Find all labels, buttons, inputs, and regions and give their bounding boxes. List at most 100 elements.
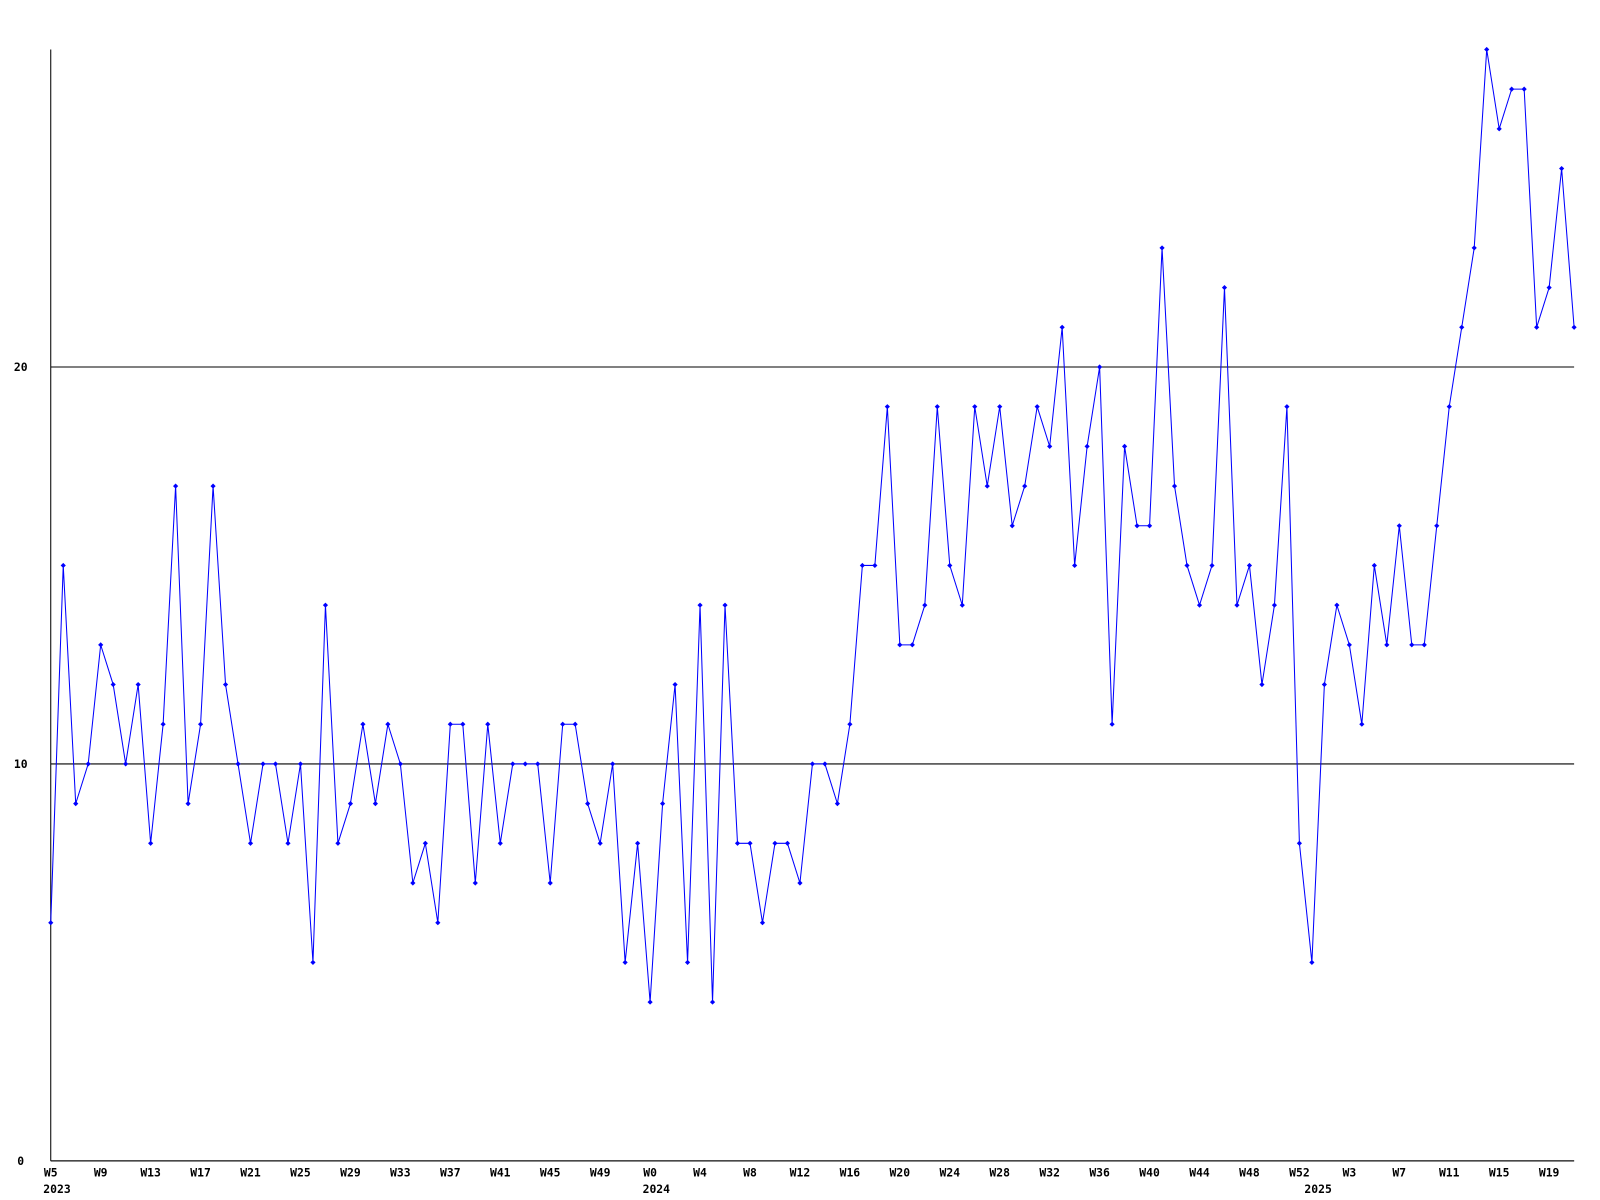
data-point: [247, 840, 254, 846]
data-point: [322, 602, 329, 608]
data-point: [160, 721, 166, 727]
x-year-label: 2024: [643, 1182, 671, 1196]
data-point: [784, 840, 791, 846]
data-point: [972, 404, 978, 410]
data-point: [210, 483, 216, 489]
data-point: [1571, 324, 1577, 330]
data-point: [422, 840, 428, 846]
x-tick-label: W29: [340, 1165, 361, 1179]
data-point: [1171, 483, 1178, 489]
x-tick-label: W52: [1289, 1165, 1310, 1179]
data-point: [1346, 642, 1352, 648]
data-point: [1109, 721, 1115, 727]
data-point: [1296, 840, 1302, 846]
data-point: [1234, 602, 1240, 608]
data-point: [560, 721, 566, 727]
x-tick-label: W3: [1342, 1165, 1356, 1179]
data-point: [48, 920, 54, 926]
x-tick-label: W12: [790, 1165, 811, 1179]
data-point: [235, 761, 241, 767]
data-point: [1371, 562, 1377, 569]
data-point: [85, 761, 91, 767]
data-point: [522, 761, 528, 767]
data-point: [372, 801, 378, 807]
data-point: [1072, 562, 1078, 569]
data-point: [297, 761, 304, 767]
data-point: [897, 642, 903, 648]
data-point: [1359, 721, 1365, 727]
x-tick-label: W44: [1189, 1165, 1210, 1179]
data-point: [997, 404, 1003, 410]
data-point: [672, 681, 678, 688]
data-point: [535, 761, 541, 767]
data-point: [1159, 245, 1165, 251]
data-point: [1097, 364, 1103, 370]
data-point: [197, 721, 204, 727]
data-point: [1196, 602, 1203, 608]
data-point: [622, 959, 628, 965]
data-point: [497, 840, 503, 846]
data-point: [872, 562, 878, 569]
x-tick-label: W9: [94, 1165, 108, 1179]
x-tick-label: W15: [1489, 1165, 1510, 1179]
data-point: [1459, 324, 1465, 330]
data-point: [1122, 443, 1128, 449]
data-point: [984, 483, 990, 489]
data-point: [1384, 642, 1390, 648]
data-point: [772, 840, 778, 846]
x-tick-label: W25: [290, 1165, 311, 1179]
data-point: [73, 801, 79, 807]
data-point: [110, 681, 116, 688]
x-tick-label: W17: [190, 1165, 211, 1179]
data-point: [222, 681, 229, 688]
x-tick-label: W48: [1239, 1165, 1260, 1179]
data-point: [822, 761, 828, 767]
data-point: [1034, 404, 1040, 410]
data-point: [285, 840, 291, 846]
data-point: [759, 920, 766, 926]
data-point: [397, 761, 403, 767]
data-point: [909, 642, 915, 648]
data-point: [1409, 642, 1415, 648]
data-point: [597, 840, 603, 846]
data-point: [98, 642, 104, 648]
x-tick-label: W4: [693, 1165, 707, 1179]
data-point: [260, 761, 266, 767]
data-point: [1509, 86, 1515, 92]
data-point: [1546, 285, 1552, 291]
data-point: [1559, 165, 1565, 172]
data-point: [510, 761, 516, 767]
x-tick-label: W33: [390, 1165, 411, 1179]
x-tick-label: W36: [1089, 1165, 1110, 1179]
data-point: [747, 840, 753, 846]
data-point: [922, 602, 928, 608]
x-tick-label: W32: [1039, 1165, 1060, 1179]
x-tick-label: W20: [890, 1165, 911, 1179]
data-point: [647, 999, 653, 1005]
x-tick-label: W45: [540, 1165, 561, 1179]
data-point: [310, 959, 316, 965]
x-year-label: 2023: [43, 1182, 71, 1196]
data-point: [934, 404, 940, 410]
data-point: [585, 801, 591, 807]
data-point: [1271, 602, 1278, 608]
data-point: [1321, 681, 1327, 688]
data-point: [1059, 324, 1065, 330]
y-tick-label: 0: [17, 1154, 24, 1168]
x-tick-label: W19: [1539, 1165, 1560, 1179]
data-point: [1421, 642, 1427, 648]
data-point: [1484, 46, 1490, 53]
y-tick-label: 10: [14, 757, 28, 771]
data-point: [123, 761, 129, 767]
x-tick-label: W5: [44, 1165, 58, 1179]
data-point: [947, 562, 953, 569]
data-point: [610, 761, 616, 767]
x-tick-label: W40: [1139, 1165, 1160, 1179]
data-point: [722, 602, 728, 608]
data-point: [1521, 86, 1527, 92]
data-point: [847, 721, 853, 727]
data-point: [834, 801, 840, 807]
data-point: [360, 721, 366, 727]
data-point: [1446, 404, 1452, 410]
